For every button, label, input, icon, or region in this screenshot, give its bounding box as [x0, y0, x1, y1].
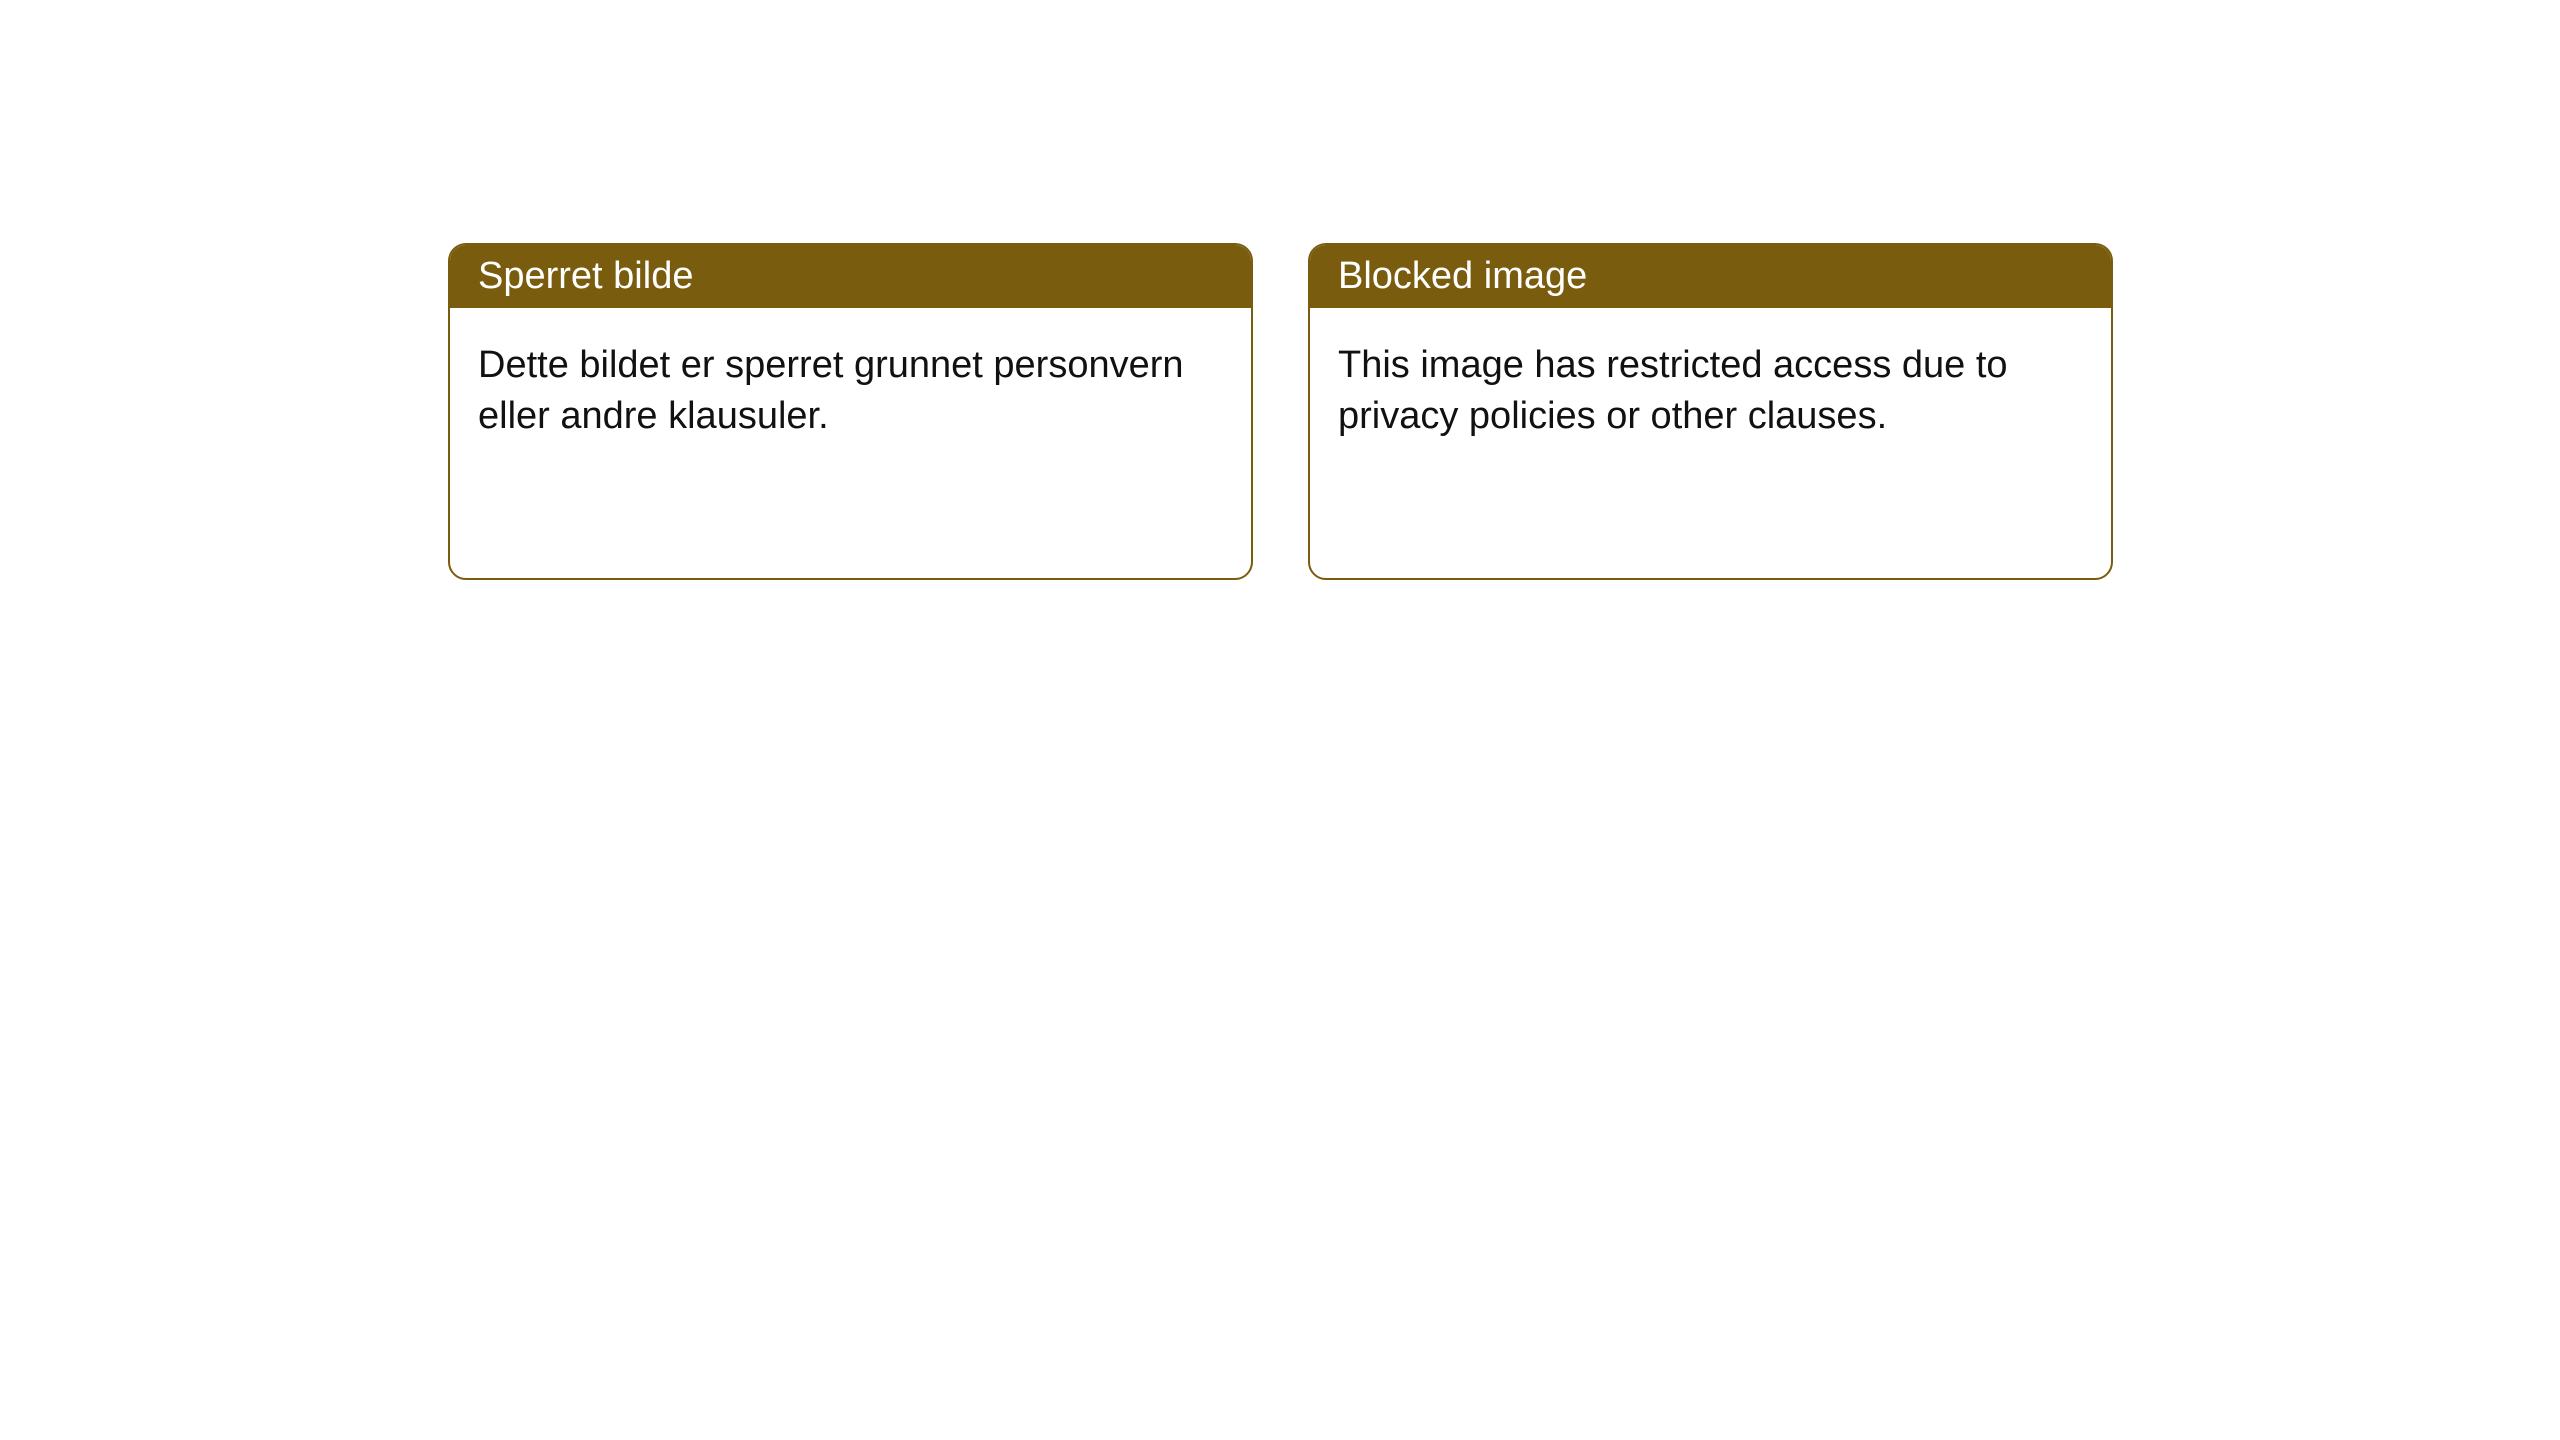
card-header-text: Sperret bilde [478, 255, 693, 297]
card-header-text: Blocked image [1338, 255, 1587, 297]
card-body: This image has restricted access due to … [1310, 308, 2111, 475]
notice-card-norwegian: Sperret bilde Dette bildet er sperret gr… [448, 243, 1253, 580]
card-body: Dette bildet er sperret grunnet personve… [450, 308, 1251, 475]
card-body-text: This image has restricted access due to … [1338, 344, 2008, 437]
card-body-text: Dette bildet er sperret grunnet personve… [478, 344, 1184, 437]
notice-cards-container: Sperret bilde Dette bildet er sperret gr… [448, 243, 2113, 580]
card-header: Blocked image [1310, 245, 2111, 308]
notice-card-english: Blocked image This image has restricted … [1308, 243, 2113, 580]
card-header: Sperret bilde [450, 245, 1251, 308]
